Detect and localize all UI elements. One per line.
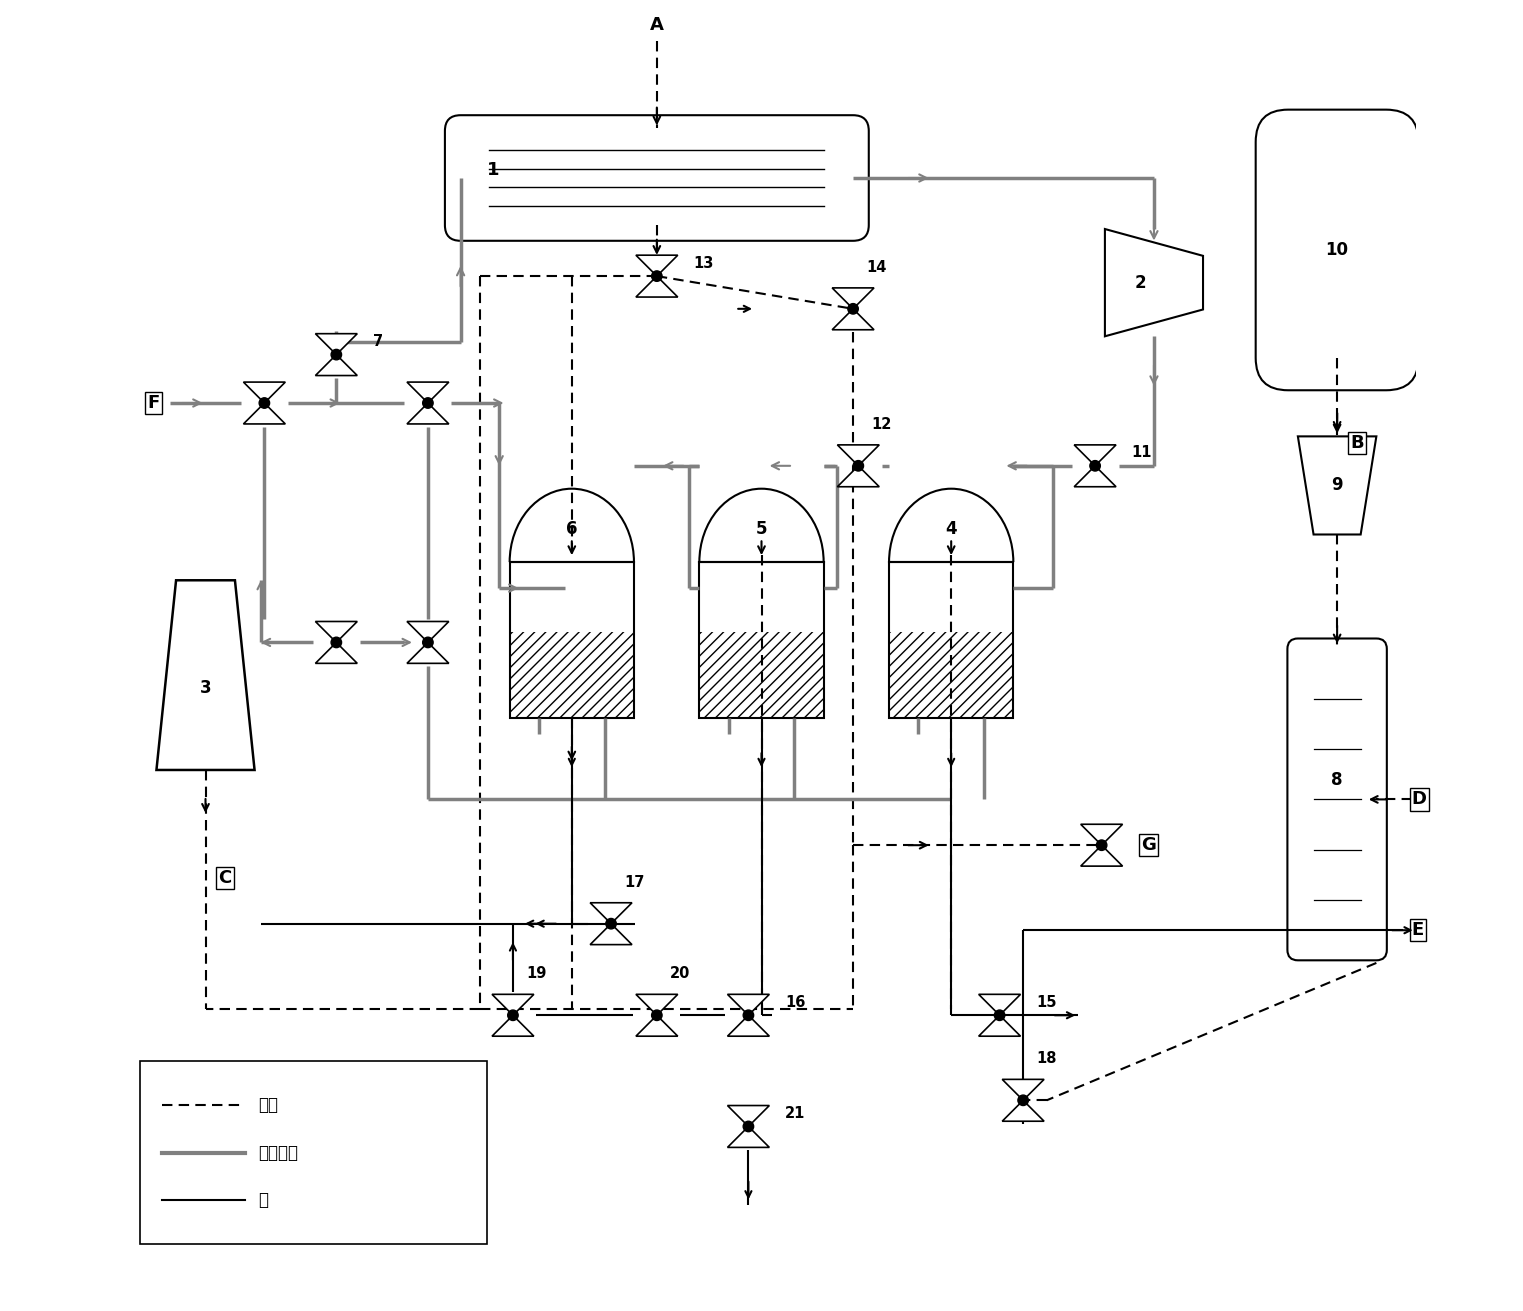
FancyBboxPatch shape	[140, 1061, 487, 1244]
Text: A: A	[650, 16, 664, 34]
Text: D: D	[1412, 791, 1427, 809]
FancyBboxPatch shape	[1255, 110, 1418, 391]
Polygon shape	[637, 256, 678, 277]
Polygon shape	[1002, 1079, 1045, 1100]
Text: 21: 21	[784, 1106, 806, 1121]
Text: 19: 19	[525, 966, 547, 981]
Text: E: E	[1412, 922, 1424, 939]
Circle shape	[1097, 840, 1107, 851]
Polygon shape	[838, 465, 879, 486]
Polygon shape	[244, 382, 285, 402]
Text: 14: 14	[867, 260, 886, 275]
Polygon shape	[728, 994, 769, 1015]
Text: B: B	[1351, 434, 1363, 452]
Polygon shape	[407, 642, 449, 663]
Circle shape	[330, 637, 341, 648]
Circle shape	[606, 919, 617, 929]
Polygon shape	[589, 924, 632, 945]
Polygon shape	[589, 903, 632, 924]
Polygon shape	[1104, 229, 1203, 337]
Circle shape	[743, 1121, 754, 1131]
Polygon shape	[1298, 437, 1377, 535]
Bar	[699, 562, 824, 717]
FancyBboxPatch shape	[445, 115, 868, 241]
Text: F: F	[148, 395, 160, 412]
Text: 17: 17	[624, 874, 644, 890]
Polygon shape	[492, 994, 535, 1015]
Polygon shape	[492, 1015, 535, 1036]
Text: 烟气: 烟气	[257, 1096, 277, 1114]
Circle shape	[848, 304, 859, 315]
Text: 1: 1	[487, 161, 500, 180]
Polygon shape	[838, 444, 879, 465]
Text: C: C	[219, 869, 231, 888]
Circle shape	[1090, 460, 1100, 471]
Polygon shape	[407, 621, 449, 642]
Text: 16: 16	[784, 995, 806, 1009]
Text: 4: 4	[946, 520, 956, 538]
Text: 11: 11	[1132, 446, 1153, 460]
Circle shape	[423, 397, 433, 408]
Polygon shape	[315, 642, 358, 663]
Polygon shape	[637, 1015, 678, 1036]
Text: 18: 18	[1036, 1051, 1057, 1066]
Text: 8: 8	[1331, 771, 1343, 789]
Bar	[889, 562, 1013, 717]
Polygon shape	[728, 1105, 769, 1126]
Text: 13: 13	[693, 256, 714, 270]
Polygon shape	[1074, 444, 1116, 465]
Text: 15: 15	[1036, 995, 1057, 1009]
Circle shape	[507, 1009, 518, 1020]
Polygon shape	[1081, 846, 1122, 867]
Circle shape	[423, 637, 433, 648]
Text: 工作流体: 工作流体	[257, 1143, 299, 1162]
Circle shape	[259, 397, 270, 408]
Circle shape	[652, 271, 663, 282]
Polygon shape	[637, 277, 678, 298]
Polygon shape	[407, 382, 449, 402]
Polygon shape	[832, 309, 874, 330]
Text: 9: 9	[1331, 476, 1343, 494]
Circle shape	[1017, 1095, 1028, 1105]
Polygon shape	[157, 581, 254, 770]
FancyBboxPatch shape	[1287, 638, 1387, 961]
Polygon shape	[315, 354, 358, 375]
Polygon shape	[979, 1015, 1020, 1036]
Polygon shape	[637, 994, 678, 1015]
Text: 水: 水	[257, 1192, 268, 1209]
Polygon shape	[315, 334, 358, 354]
Polygon shape	[244, 402, 285, 423]
Polygon shape	[832, 288, 874, 309]
Text: G: G	[1141, 836, 1156, 855]
Bar	[699, 632, 824, 717]
Bar	[889, 632, 1013, 717]
Text: 20: 20	[670, 966, 690, 981]
Text: 2: 2	[1135, 274, 1147, 291]
Polygon shape	[1074, 465, 1116, 486]
Bar	[510, 632, 634, 717]
Circle shape	[853, 460, 864, 471]
Circle shape	[995, 1009, 1005, 1020]
Text: 5: 5	[755, 520, 768, 538]
Bar	[510, 562, 634, 717]
Circle shape	[652, 1009, 663, 1020]
Polygon shape	[1002, 1100, 1045, 1121]
Text: 3: 3	[200, 679, 212, 697]
Polygon shape	[1081, 825, 1122, 846]
Polygon shape	[315, 621, 358, 642]
Polygon shape	[979, 994, 1020, 1015]
Polygon shape	[407, 402, 449, 423]
Text: 12: 12	[871, 417, 892, 431]
Polygon shape	[728, 1126, 769, 1147]
Text: 10: 10	[1325, 241, 1349, 260]
Circle shape	[330, 349, 341, 359]
Text: 7: 7	[373, 334, 384, 349]
Polygon shape	[728, 1015, 769, 1036]
Circle shape	[743, 1009, 754, 1020]
Text: 6: 6	[567, 520, 577, 538]
